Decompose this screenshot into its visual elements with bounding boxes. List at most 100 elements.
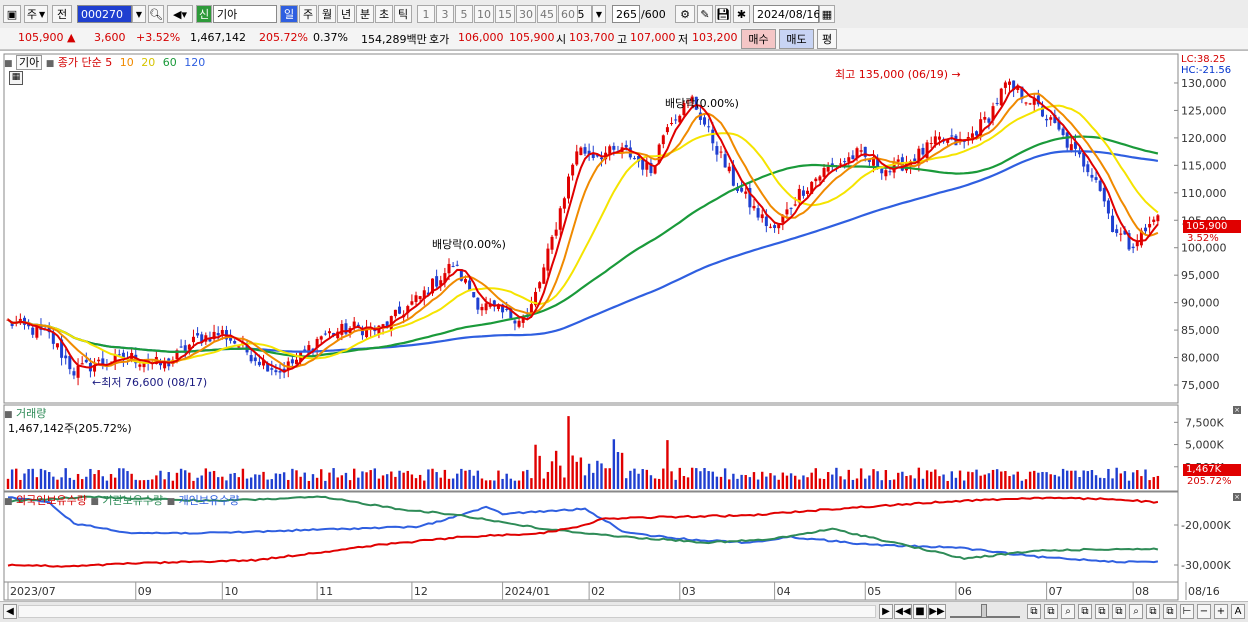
period-button[interactable]: 초 [375, 5, 393, 23]
code-input[interactable]: 000270 [77, 5, 132, 23]
x-tick-label: 12 [414, 585, 428, 598]
volume-bar [171, 480, 175, 489]
search-icon[interactable]: 🔍︎ [148, 5, 164, 23]
volume-bar [641, 469, 644, 489]
candle-body [550, 236, 554, 250]
count-input[interactable]: 265 [612, 5, 640, 23]
scroll-right-button[interactable]: ▶ [879, 604, 893, 619]
zoom-icon[interactable]: ⌕ [1061, 604, 1075, 619]
volume-bar [975, 469, 978, 489]
window-icon[interactable]: ▣ [3, 5, 21, 23]
candle-body [1127, 233, 1131, 250]
interval-button[interactable]: 15 [495, 5, 515, 23]
volume-bar [10, 469, 14, 489]
stock-chart[interactable]: 130,000 125,000 120,000 115,000 110,000 10 5,0… [0, 51, 1248, 603]
align-icon[interactable]: ⊢ [1180, 604, 1194, 619]
legend-stock-name[interactable]: 기아 [16, 55, 43, 70]
candle-body [929, 143, 933, 145]
volume-bar [793, 475, 797, 489]
high-label: 고 [617, 33, 628, 46]
draw-tool-icon[interactable]: ✎ [697, 5, 713, 23]
candle-body [72, 371, 76, 376]
volume-bar [1070, 470, 1073, 489]
buy-button[interactable]: 매수 [741, 29, 776, 49]
copy-icon[interactable]: ⧉ [1146, 604, 1160, 619]
interval-button[interactable]: 10 [474, 5, 494, 23]
volume-bar [1082, 470, 1085, 489]
interval-button[interactable]: 45 [537, 5, 557, 23]
grid-toggle-icon[interactable]: ▦ [9, 71, 23, 85]
candle-body [352, 321, 356, 327]
zoom-slider-handle[interactable] [981, 604, 987, 618]
candle-body [476, 297, 480, 310]
copy-icon[interactable]: ⧉ [1078, 604, 1092, 619]
y-tick-label: 125,000 [1181, 104, 1227, 117]
volume-bar [1020, 480, 1024, 489]
name-input[interactable]: 기아 [213, 5, 277, 23]
scroll-track[interactable] [18, 605, 876, 618]
gear-icon[interactable]: ✱ [733, 5, 750, 23]
candle-body [517, 320, 521, 327]
copy-icon[interactable]: ⧉ [1095, 604, 1109, 619]
candle-body [814, 178, 818, 182]
candle-body [431, 278, 435, 294]
code-dropdown-icon[interactable]: ▼ [132, 5, 146, 23]
period-button[interactable]: 틱 [394, 5, 412, 23]
copy-icon[interactable]: ⧉ [1027, 604, 1041, 619]
volume-bar [785, 475, 789, 489]
volume-bar [732, 473, 735, 489]
interval-button[interactable]: 5 [455, 5, 473, 23]
interval-dropdown-icon[interactable]: ▼ [592, 5, 606, 23]
zoom-in-button[interactable]: + [1214, 604, 1228, 619]
candle-body [950, 135, 954, 137]
last-page-button[interactable]: ▶▶ [928, 604, 946, 619]
zoom-out-button[interactable]: − [1197, 604, 1211, 619]
copy-icon[interactable]: ⧉ [1112, 604, 1126, 619]
period-button[interactable]: 분 [356, 5, 374, 23]
eval-button[interactable]: 평 [817, 29, 837, 49]
volume-bar [291, 468, 294, 489]
chart-settings-icon[interactable]: ⚙ [675, 5, 695, 23]
speaker-icon[interactable]: ◀▾ [167, 5, 193, 23]
volume-bar [930, 471, 933, 489]
scroll-left-button[interactable]: ◀ [3, 604, 17, 619]
market-select[interactable]: 주 ▼ [24, 5, 48, 23]
candle-body [1069, 144, 1073, 151]
date-input[interactable]: 2024/08/16 [753, 5, 820, 23]
close-panel-icon[interactable]: × [1233, 493, 1241, 501]
volume-bar [221, 476, 224, 489]
candle-body [649, 162, 653, 174]
interval-button[interactable]: 60 [558, 5, 578, 23]
close-panel-icon[interactable]: × [1233, 406, 1241, 414]
volume-bar [699, 471, 702, 489]
period-button[interactable]: 일 [280, 5, 298, 23]
save-icon[interactable]: 💾︎ [715, 5, 731, 23]
sign-button[interactable]: 신 [196, 5, 212, 23]
candle-body [880, 168, 884, 174]
interval-button[interactable]: 30 [516, 5, 536, 23]
interval-button[interactable]: 1 [417, 5, 435, 23]
candle-body [855, 148, 859, 159]
candle-body [653, 165, 657, 174]
calendar-icon[interactable]: ▦ [819, 5, 835, 23]
zoom-icon[interactable]: ⌕ [1129, 604, 1143, 619]
sell-button[interactable]: 매도 [779, 29, 814, 49]
candle-body [674, 119, 678, 121]
lc-label: LC:38.25 [1181, 54, 1226, 65]
volume-bar [509, 478, 513, 489]
period-button[interactable]: 주 [299, 5, 317, 23]
candle-body [694, 96, 698, 110]
first-page-button[interactable]: ◀◀ [894, 604, 912, 619]
interval-button[interactable]: 3 [436, 5, 454, 23]
font-size-button[interactable]: A [1231, 604, 1245, 619]
period-button[interactable]: 월 [318, 5, 336, 23]
candle-body [365, 326, 369, 338]
stop-button[interactable]: ■ [913, 604, 927, 619]
volume-bar [460, 468, 463, 489]
copy-icon[interactable]: ⧉ [1163, 604, 1177, 619]
period-button[interactable]: 년 [337, 5, 355, 23]
legend-individual: 개인보유수량 [178, 494, 240, 507]
volume-bar [151, 479, 154, 489]
copy-icon[interactable]: ⧉ [1044, 604, 1058, 619]
prev-button[interactable]: 전 [52, 5, 72, 23]
